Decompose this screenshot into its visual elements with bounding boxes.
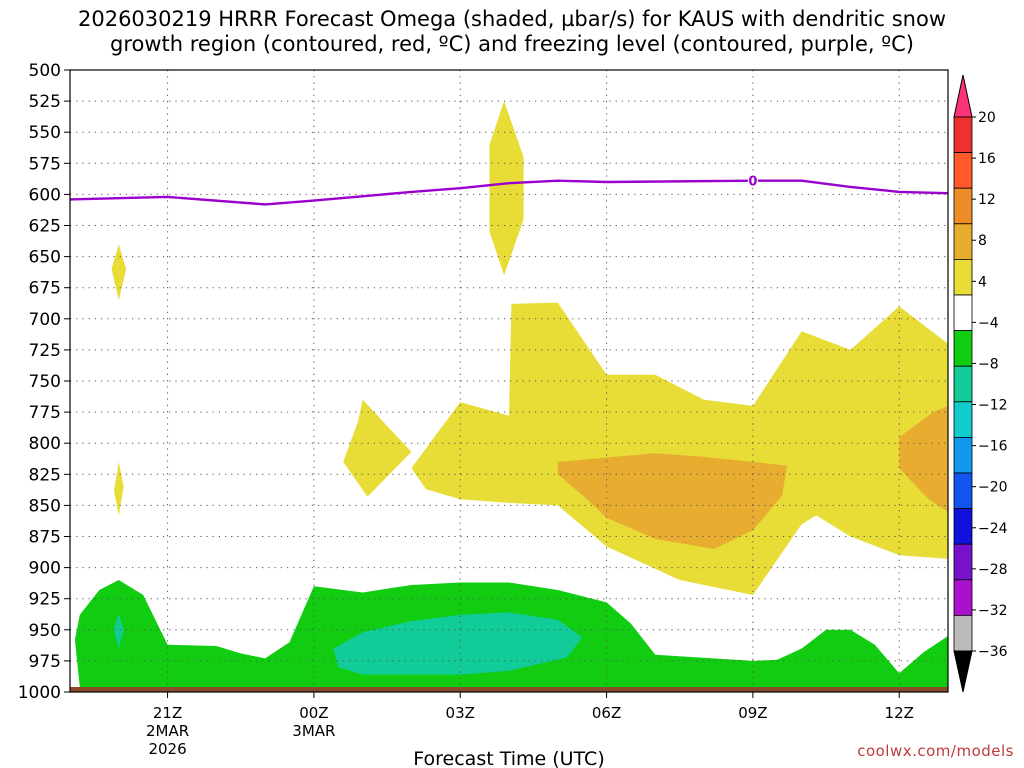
colorbar-swatch bbox=[953, 472, 973, 509]
y-tick-label: 900 bbox=[29, 559, 61, 579]
y-tick-label: 650 bbox=[29, 248, 61, 268]
colorbar-swatch bbox=[953, 615, 973, 652]
shaded-region-8 bbox=[333, 612, 583, 675]
colorbar-label: −4 bbox=[978, 315, 999, 331]
x-axis-label: Forecast Time (UTC) bbox=[413, 748, 604, 768]
shaded-region-3 bbox=[343, 399, 412, 497]
colorbar-bottom-arrow bbox=[953, 650, 973, 693]
y-tick-label: 725 bbox=[29, 341, 61, 361]
x-tick-label: 21Z bbox=[153, 704, 182, 722]
grid bbox=[70, 70, 948, 692]
colorbar-top-arrow bbox=[953, 74, 973, 118]
colorbar-swatch bbox=[953, 436, 973, 474]
y-tick-label: 950 bbox=[29, 621, 61, 641]
colorbar: 20 16 12 8 4 −4 −8 −12 −16 −20 −24 −28 −32 −36 bbox=[953, 74, 1008, 693]
y-tick-label: 875 bbox=[29, 528, 61, 548]
y-tick-label: 625 bbox=[29, 217, 61, 237]
x-tick-sublabel-year: 2026 bbox=[148, 740, 186, 758]
x-tick-label: 12Z bbox=[885, 704, 914, 722]
x-tick-label: 03Z bbox=[446, 704, 475, 722]
colorbar-label: −16 bbox=[978, 439, 1008, 455]
y-tick-label: 825 bbox=[29, 465, 61, 485]
y-tick-label: 1000 bbox=[18, 683, 61, 703]
colorbar-swatch bbox=[953, 258, 973, 296]
shaded-region-0 bbox=[111, 244, 127, 301]
chart-title-line1: 2026030219 HRRR Forecast Omega (shaded, … bbox=[77, 7, 946, 31]
colorbar-label: −32 bbox=[978, 603, 1008, 619]
x-tick-sublabel: 2MAR bbox=[146, 722, 189, 740]
colorbar-swatch bbox=[953, 330, 973, 367]
y-tick-label: 750 bbox=[29, 372, 61, 392]
colorbar-label: −8 bbox=[978, 356, 999, 372]
colorbar-swatch bbox=[953, 543, 973, 581]
y-tick-label: 500 bbox=[29, 61, 61, 81]
y-tick-label: 775 bbox=[29, 403, 61, 423]
x-tick-label: 00Z bbox=[299, 704, 328, 722]
freezing-level-label-bg bbox=[747, 173, 758, 188]
x-tick-label: 06Z bbox=[592, 704, 621, 722]
colorbar-swatch bbox=[953, 223, 973, 260]
colorbar-label: 4 bbox=[978, 274, 987, 290]
shaded-region-2 bbox=[113, 461, 124, 516]
y-tick-label: 975 bbox=[29, 652, 61, 672]
y-axis: 500 525 550 575 600 625 650 675 700 725 750 775 800 8… bbox=[18, 61, 70, 703]
colorbar-label: −12 bbox=[978, 398, 1008, 414]
y-tick-label: 575 bbox=[29, 154, 61, 174]
shaded-regions bbox=[74, 101, 948, 687]
y-tick-label: 850 bbox=[29, 496, 61, 516]
y-tick-label: 800 bbox=[29, 434, 61, 454]
colorbar-swatch bbox=[953, 365, 973, 403]
shaded-region-9 bbox=[113, 613, 124, 649]
surface-strip bbox=[70, 687, 948, 692]
colorbar-label: −36 bbox=[978, 644, 1008, 660]
colorbar-label: −28 bbox=[978, 562, 1008, 578]
x-tick-sublabel: 3MAR bbox=[292, 722, 335, 740]
y-tick-label: 925 bbox=[29, 590, 61, 610]
chart-title-line2: growth region (contoured, red, ºC) and f… bbox=[110, 32, 914, 56]
freezing-level-label: 0 bbox=[748, 175, 757, 190]
colorbar-label: 12 bbox=[978, 192, 996, 208]
x-tick-label: 09Z bbox=[738, 704, 767, 722]
colorbar-label: −20 bbox=[978, 480, 1008, 496]
y-tick-label: 600 bbox=[29, 185, 61, 205]
y-tick-label: 675 bbox=[29, 279, 61, 299]
freezing-level-layer: 0 bbox=[70, 173, 948, 206]
y-tick-label: 550 bbox=[29, 123, 61, 143]
colorbar-swatch bbox=[953, 116, 973, 153]
chart-title: 2026030219 HRRR Forecast Omega (shaded, … bbox=[0, 6, 1024, 56]
site-credit: coolwx.com/models bbox=[857, 742, 1014, 760]
colorbar-swatch bbox=[953, 579, 973, 616]
colorbar-swatch bbox=[953, 187, 973, 225]
colorbar-swatch bbox=[953, 401, 973, 438]
colorbar-swatch bbox=[953, 294, 973, 331]
y-tick-label: 525 bbox=[29, 92, 61, 112]
shaded-region-1 bbox=[489, 101, 524, 276]
colorbar-swatch bbox=[953, 508, 973, 545]
freezing-level-line bbox=[70, 179, 948, 206]
shaded-region-5 bbox=[557, 453, 787, 549]
colorbar-label: −24 bbox=[978, 521, 1008, 537]
colorbar-label: 8 bbox=[978, 233, 987, 249]
colorbar-label: 20 bbox=[978, 110, 996, 126]
y-tick-label: 700 bbox=[29, 310, 61, 330]
shaded-region-6 bbox=[899, 405, 948, 512]
shaded-region-4 bbox=[411, 302, 948, 595]
colorbar-label: 16 bbox=[978, 151, 996, 167]
colorbar-swatch bbox=[953, 152, 973, 189]
